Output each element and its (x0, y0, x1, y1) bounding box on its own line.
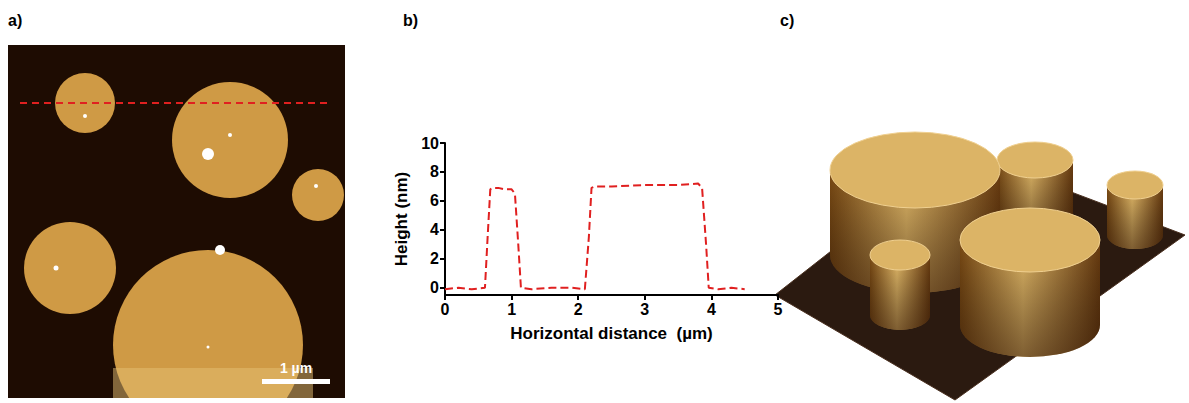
html-text:b): b) (403, 12, 419, 29)
html-text:a): a) (8, 12, 23, 29)
svg-text:6: 6 (430, 192, 439, 209)
svg-text:4: 4 (707, 301, 716, 318)
svg-text:2: 2 (430, 250, 439, 267)
svg-text:Horizontal distance (µm): Horizontal distance (µm) (510, 324, 712, 343)
svg-text:0: 0 (430, 279, 439, 296)
svg-text:8: 8 (430, 163, 439, 180)
svg-text:Height (nm): Height (nm) (392, 172, 411, 266)
svg-text:10: 10 (421, 135, 439, 152)
svg-text:5: 5 (774, 301, 783, 318)
svg-text:4: 4 (430, 221, 439, 238)
svg-text:0: 0 (441, 301, 450, 318)
svg-text:1: 1 (507, 301, 516, 318)
svg-text:2: 2 (574, 301, 583, 318)
svg-text:3: 3 (640, 301, 649, 318)
svg-text:1 µm: 1 µm (280, 360, 312, 376)
html-text:c): c) (780, 12, 795, 29)
